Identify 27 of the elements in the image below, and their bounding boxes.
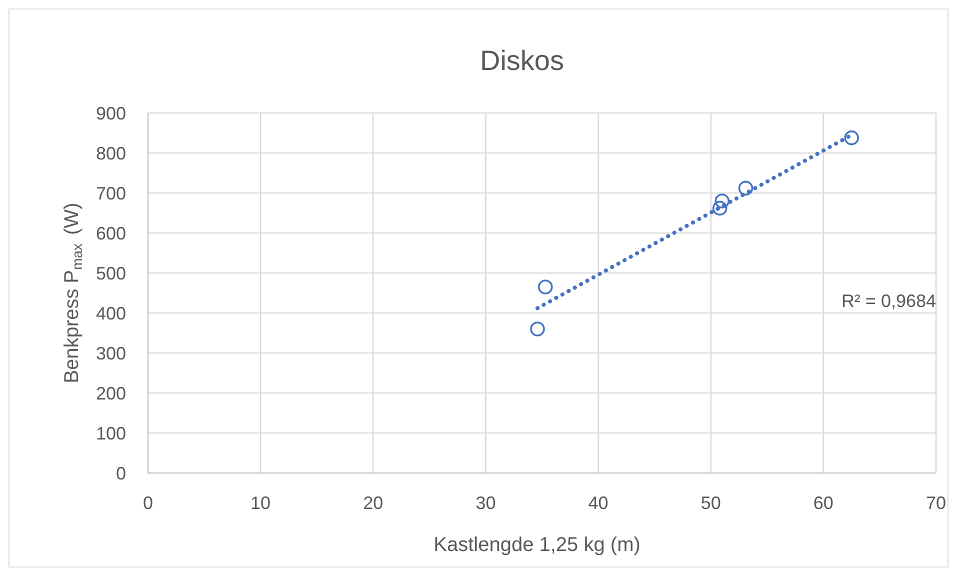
y-tick-label: 300 xyxy=(96,343,126,364)
x-tick-label: 30 xyxy=(476,493,496,513)
y-tick-label: 900 xyxy=(96,103,126,124)
point xyxy=(538,280,553,294)
x-tick-label: 40 xyxy=(588,493,608,513)
point xyxy=(844,130,859,146)
y-tick-label: 500 xyxy=(96,263,126,284)
y-tick-label: 200 xyxy=(96,383,126,404)
x-tick-label: 0 xyxy=(142,493,154,513)
x-axis-title: Kastlengde 1,25 kg (m) xyxy=(434,534,640,556)
x-tick-label: 20 xyxy=(363,493,384,513)
x-tick-label: 70 xyxy=(926,493,946,513)
y-tick-label: 600 xyxy=(96,223,126,244)
point xyxy=(714,194,730,208)
point xyxy=(530,322,545,336)
x-tick-label: 50 xyxy=(700,493,721,513)
y-tick-label: 400 xyxy=(96,303,126,324)
x-tick-label: 10 xyxy=(250,493,271,513)
y-tick-label: 100 xyxy=(96,423,126,444)
x-tick-label: 60 xyxy=(813,493,834,513)
point xyxy=(738,180,754,196)
y-tick-label: 800 xyxy=(96,143,126,164)
y-tick-label: 0 xyxy=(116,463,126,484)
point xyxy=(712,200,728,216)
annotation: R² = 0,9684 xyxy=(841,291,936,311)
chart-title: Diskos xyxy=(480,45,564,76)
y-tick-label: 700 xyxy=(96,183,126,204)
